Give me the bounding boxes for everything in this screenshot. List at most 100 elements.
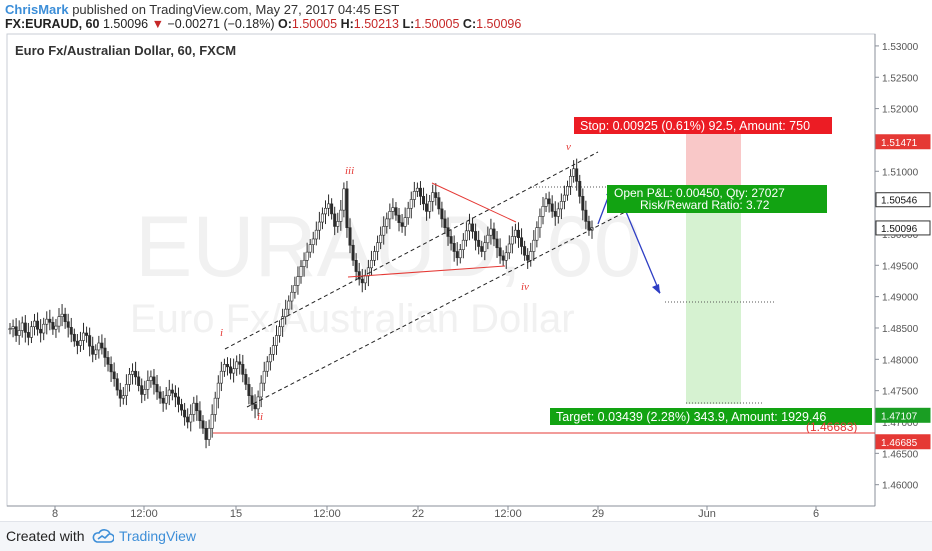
- price-tag-box: [875, 192, 931, 208]
- candle: [327, 194, 331, 217]
- candle: [100, 334, 104, 355]
- candle: [225, 357, 229, 376]
- candle: [516, 222, 520, 248]
- candle: [29, 321, 33, 344]
- upper-channel-line: [224, 151, 599, 350]
- candle: [112, 362, 116, 387]
- author-link[interactable]: ChrisMark: [5, 2, 69, 17]
- candle: [311, 231, 315, 254]
- y-tick-label: 1.50000: [882, 230, 919, 241]
- candle: [54, 318, 58, 338]
- candle: [556, 202, 560, 224]
- candle: [302, 252, 306, 277]
- candle: [88, 327, 92, 357]
- price-tag-label: 1.50096: [881, 224, 918, 235]
- candle: [314, 221, 318, 246]
- candle: [201, 415, 205, 434]
- candle: [480, 240, 484, 258]
- price-tag-box: [875, 134, 931, 150]
- candle: [152, 368, 156, 395]
- candle: [581, 188, 585, 221]
- candle: [259, 375, 263, 408]
- footer: Created with TradingView: [0, 521, 932, 551]
- candle: [91, 336, 95, 363]
- candle: [477, 230, 481, 255]
- candle: [115, 373, 119, 396]
- candle: [127, 367, 131, 392]
- candle: [278, 320, 282, 343]
- stop-label-box: [574, 117, 832, 134]
- x-tick-label: 6: [813, 508, 819, 520]
- candle: [143, 380, 147, 401]
- y-tick-label: 1.49000: [882, 293, 919, 304]
- candle: [483, 235, 487, 261]
- target-label-box: [550, 408, 872, 425]
- candle: [369, 250, 373, 276]
- candle: [284, 299, 288, 325]
- candle: [8, 322, 12, 335]
- close-value: 1.50096: [476, 17, 522, 31]
- x-tick-label: 12:00: [494, 508, 522, 520]
- lower-channel-line: [246, 210, 628, 408]
- candle: [489, 218, 493, 245]
- candle: [452, 235, 456, 262]
- candle: [158, 386, 162, 404]
- candle: [373, 245, 377, 266]
- y-tick-label: 1.48000: [882, 355, 919, 366]
- candle: [164, 387, 168, 410]
- candle: [455, 242, 459, 266]
- candle: [440, 201, 444, 228]
- arrow-head-down-icon: [652, 284, 660, 294]
- candle: [146, 370, 150, 399]
- candle: [565, 180, 569, 201]
- candle: [14, 318, 18, 342]
- candle: [241, 354, 245, 383]
- x-tick-label: 8: [52, 508, 58, 520]
- candle: [213, 391, 217, 422]
- price-tag-box: [875, 220, 931, 236]
- candle: [247, 377, 251, 405]
- price-tags: 1.51471 1.50546 1.50096 1.47107 1.46685: [875, 134, 931, 450]
- stop-label: Stop: 0.00925 (0.61%) 92.5, Amount: 750: [580, 119, 810, 133]
- candle: [388, 203, 392, 230]
- candle: [274, 325, 278, 355]
- candle: [492, 222, 496, 247]
- candle: [317, 211, 321, 240]
- x-tick-label: 29: [592, 508, 604, 520]
- price-chart[interactable]: EURAUD, 60 Euro Fx/Australian Dollar Eur…: [0, 0, 932, 521]
- candle: [501, 250, 505, 266]
- candle: [216, 375, 220, 409]
- wave-label-i: i: [220, 327, 223, 339]
- tradingview-logo[interactable]: TradingView: [92, 528, 196, 544]
- candle: [376, 235, 380, 261]
- pnl-line-1: Open P&L: 0.00450, Qty: 27027: [614, 186, 785, 200]
- projection-arrow-down: [623, 206, 661, 294]
- candle: [262, 361, 266, 392]
- candle: [324, 200, 328, 225]
- price-tag-label: 1.50546: [881, 196, 918, 207]
- stop-zone: [686, 134, 741, 189]
- y-tick-label: 1.49500: [882, 261, 919, 272]
- candle: [26, 322, 30, 346]
- candle: [507, 235, 511, 260]
- candle: [422, 187, 426, 211]
- candle: [131, 363, 135, 385]
- x-tick-label: 12:00: [313, 508, 341, 520]
- change-value: −0.00271 (−0.18%): [167, 17, 275, 31]
- candle: [66, 313, 70, 338]
- candle: [394, 201, 398, 221]
- y-tick-label: 1.46000: [882, 481, 919, 492]
- candle: [474, 223, 478, 251]
- pnl-label-box: [607, 185, 827, 213]
- price-tag-box: [875, 407, 931, 423]
- candle: [437, 191, 441, 215]
- candle: [229, 358, 233, 380]
- candle: [458, 243, 462, 264]
- wave-label-v: v: [566, 141, 571, 153]
- candle: [449, 230, 453, 251]
- y-tick-label: 1.52500: [882, 73, 919, 84]
- candle: [550, 195, 554, 218]
- candle: [180, 398, 184, 416]
- candle: [232, 358, 236, 383]
- last-price: 1.50096: [102, 17, 149, 31]
